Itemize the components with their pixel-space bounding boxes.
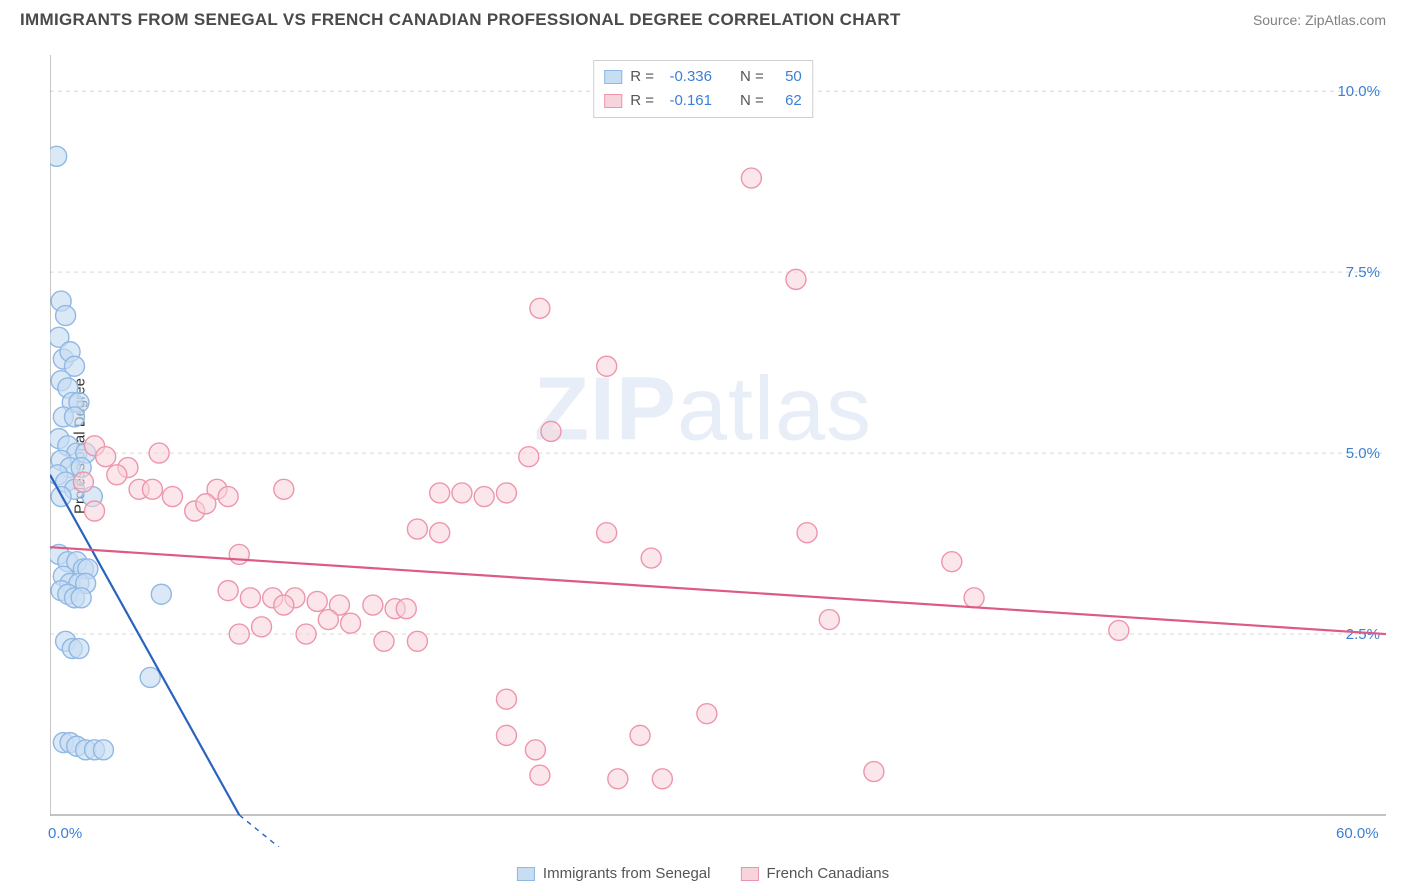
- series-legend: Immigrants from Senegal French Canadians: [517, 865, 889, 882]
- source-label: Source: ZipAtlas.com: [1253, 12, 1386, 28]
- legend-r-value: -0.161: [662, 89, 712, 113]
- legend-n-label: N =: [740, 65, 764, 89]
- legend-row: R = -0.336 N = 50: [604, 65, 802, 89]
- chart-area: 2.5% 5.0% 7.5% 10.0%: [50, 55, 1386, 847]
- scatter-plot: 2.5% 5.0% 7.5% 10.0%: [50, 55, 1386, 847]
- chart-title: IMMIGRANTS FROM SENEGAL VS FRENCH CANADI…: [20, 10, 901, 30]
- correlation-legend: R = -0.336 N = 50 R = -0.161 N = 62: [593, 60, 813, 118]
- legend-swatch: [604, 94, 622, 108]
- legend-swatch: [741, 867, 759, 881]
- series-legend-label: Immigrants from Senegal: [543, 865, 711, 882]
- legend-n-value: 50: [772, 65, 802, 89]
- legend-row: R = -0.161 N = 62: [604, 89, 802, 113]
- legend-r-label: R =: [630, 65, 654, 89]
- series-legend-item: French Canadians: [741, 865, 890, 882]
- legend-r-value: -0.336: [662, 65, 712, 89]
- legend-n-value: 62: [772, 89, 802, 113]
- series-legend-label: French Canadians: [767, 865, 890, 882]
- legend-swatch: [604, 70, 622, 84]
- svg-text:2.5%: 2.5%: [1346, 626, 1380, 643]
- legend-n-label: N =: [740, 89, 764, 113]
- svg-text:5.0%: 5.0%: [1346, 445, 1380, 462]
- series-legend-item: Immigrants from Senegal: [517, 865, 711, 882]
- x-axis-min: 0.0%: [48, 825, 82, 842]
- svg-text:7.5%: 7.5%: [1346, 264, 1380, 281]
- x-axis-max: 60.0%: [1336, 825, 1379, 842]
- svg-text:10.0%: 10.0%: [1337, 83, 1380, 100]
- legend-r-label: R =: [630, 89, 654, 113]
- legend-swatch: [517, 867, 535, 881]
